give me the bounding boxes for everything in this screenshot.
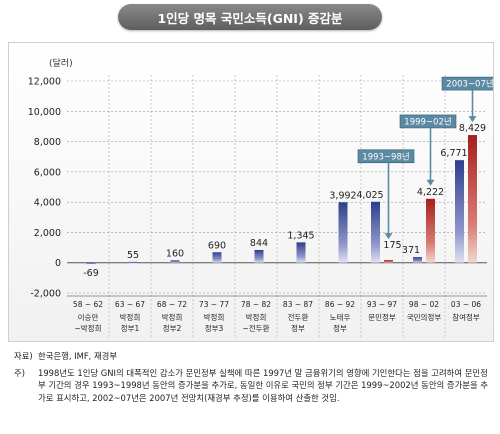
source-text: 한국은행, IMF, 재경부 — [38, 351, 118, 361]
category-label-line2: 정부3 — [205, 323, 224, 333]
category-period: 68 ~ 72 — [157, 300, 187, 309]
y-tick-label: 6,000 — [34, 167, 61, 178]
callout-arrow-head — [384, 233, 393, 240]
y-axis-label: (달러) — [49, 57, 73, 69]
bar-chart: (달러) 12,000 10,000 8,000 6,000 4,000 2,000 0 -2… — [28, 57, 499, 339]
bar-value-label: 160 — [166, 248, 184, 259]
source-key: 자료) — [14, 351, 33, 361]
bar — [371, 201, 380, 263]
callout-label: 1993~98년 — [362, 151, 409, 162]
bar — [338, 202, 348, 263]
category-period: 83 ~ 87 — [283, 300, 313, 309]
category-label-line2: ~박정희 — [75, 323, 102, 333]
category-period: 86 ~ 92 — [325, 300, 355, 309]
bar-value-label: 3,992 — [329, 190, 356, 201]
category-label-line1: 박정희 — [162, 312, 183, 322]
bar-value-label: 55 — [127, 250, 139, 261]
category-period: 98 ~ 02 — [409, 300, 439, 309]
callout-label: 2003~07년 — [446, 79, 493, 90]
note-text: 1998년도 1인당 GNI의 대폭적인 감소가 문민정부 실책에 따른 199… — [38, 367, 489, 403]
bar — [384, 260, 393, 263]
callouts: 1993~98년 1999~02년 2003~07년 — [357, 76, 499, 240]
bar-value-label: 371 — [402, 245, 420, 256]
y-tick-label: -2,000 — [30, 289, 61, 300]
category-label-line2: 정부 — [291, 323, 305, 333]
bar-value-label: 4,025 — [356, 190, 383, 201]
callout-box — [357, 149, 415, 164]
bar-value-label: 844 — [250, 238, 268, 249]
callout-box — [399, 114, 457, 129]
category-label-line1: 이승만 — [78, 312, 99, 322]
note-key: 주) — [14, 367, 25, 378]
bar-value-label: 8,429 — [459, 123, 486, 134]
footnotes: 자료) 한국은행, IMF, 재경부 주) 1998년도 1인당 GNI의 대폭… — [14, 350, 490, 404]
category-label-line1: 박정희 — [246, 312, 267, 322]
category-label-line2: 정부 — [333, 323, 347, 333]
category-label-line2: 정부1 — [121, 323, 140, 333]
y-tick-label: 8,000 — [34, 137, 61, 148]
bar-labels: -69 55 160 690 844 1,345 3,992 4,025 175 371 4,222… — [83, 123, 486, 279]
bar-value-label: 6,771 — [440, 148, 467, 159]
category-label-line1: 노태우 — [330, 313, 351, 322]
bar — [212, 252, 222, 263]
grid-lines — [67, 75, 487, 339]
y-tick-label: 4,000 — [34, 198, 61, 209]
explanatory-note: 주) 1998년도 1인당 GNI의 대폭적인 감소가 문민정부 실책에 따른 … — [14, 367, 490, 405]
bar — [413, 257, 422, 263]
y-tick-label: 12,000 — [28, 77, 61, 88]
bar — [254, 249, 264, 263]
bar-value-label: -69 — [83, 268, 99, 279]
category-period: 03 ~ 06 — [451, 300, 481, 309]
category-label-line1: 국민의정부 — [407, 312, 442, 322]
category-label-line2: ~전두환 — [243, 323, 270, 333]
category-label-line1: 문민정부 — [368, 312, 396, 322]
source-note: 자료) 한국은행, IMF, 재경부 — [14, 350, 490, 363]
category-period: 63 ~ 67 — [115, 300, 145, 309]
chart-frame: (달러) 12,000 10,000 8,000 6,000 4,000 2,000 0 -2… — [8, 42, 499, 342]
y-tick-label: 2,000 — [34, 228, 61, 239]
bar — [468, 135, 477, 263]
bar — [426, 198, 435, 263]
bar — [86, 262, 96, 265]
callout-arrow-head — [468, 116, 477, 123]
bar-value-label: 4,222 — [417, 187, 444, 198]
category-label-line1: 박정희 — [204, 312, 225, 322]
bar-value-label: 690 — [208, 240, 226, 251]
category-period: 93 ~ 97 — [367, 300, 397, 309]
callout-arrow-head — [426, 179, 435, 186]
bar — [455, 160, 464, 263]
category-label-line1: 참여정부 — [452, 312, 480, 322]
y-tick-label: 0 — [55, 258, 61, 269]
bars — [86, 135, 477, 265]
category-period: 58 ~ 62 — [73, 300, 103, 309]
category-period: 73 ~ 77 — [199, 300, 229, 309]
category-label-line2: 정부2 — [163, 323, 182, 333]
bar-value-label: 1,345 — [287, 230, 314, 241]
bar — [128, 261, 138, 264]
category-label-line1: 전두환 — [288, 312, 309, 322]
y-tick-label: 10,000 — [28, 107, 61, 118]
bar — [170, 260, 180, 263]
bar — [296, 242, 306, 263]
callout-label: 1999~02년 — [404, 116, 451, 127]
bar-value-label: 175 — [383, 240, 401, 251]
category-period: 78 ~ 82 — [241, 300, 271, 309]
y-tick-labels: 12,000 10,000 8,000 6,000 4,000 2,000 0 -2,000 — [28, 77, 61, 300]
chart-title: 1인당 명목 국민소득(GNI) 증감분 — [118, 4, 382, 30]
category-label-line1: 박정희 — [120, 312, 141, 322]
